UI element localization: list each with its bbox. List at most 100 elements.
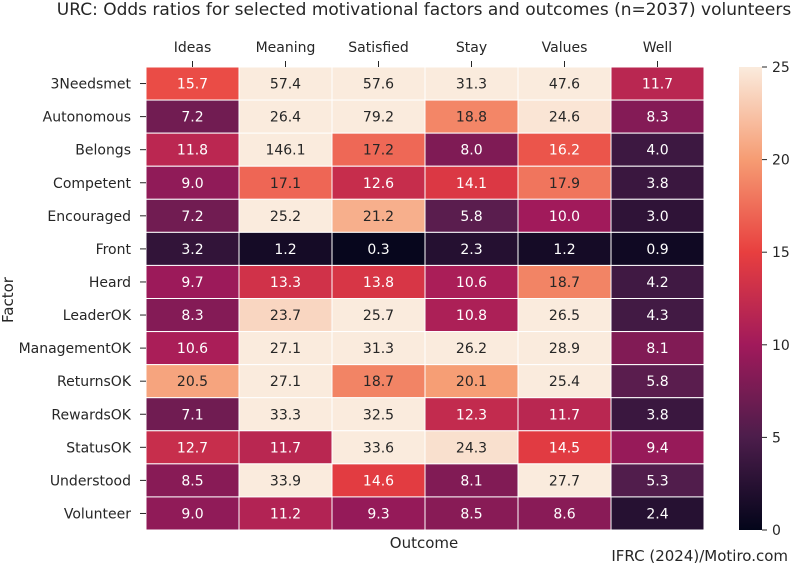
cell-value-label: 8.3: [181, 308, 203, 324]
column-label: Stay: [456, 40, 487, 56]
cell-value-label: 5.8: [646, 374, 668, 390]
row-label: ManagementOK: [19, 341, 132, 357]
cell-value-label: 28.9: [549, 341, 580, 357]
cell-value-label: 9.3: [367, 506, 389, 522]
colorbar-tick-label: 10: [772, 338, 790, 354]
cell-value-label: 14.6: [363, 473, 394, 489]
column-label: Ideas: [174, 40, 212, 56]
row-label: Understood: [50, 473, 131, 489]
cell-value-label: 17.2: [363, 143, 394, 159]
cell-value-label: 10.0: [549, 209, 580, 225]
heatmap-cell: [610, 298, 705, 333]
heatmap-cell: [238, 463, 333, 498]
heatmap-cell: [331, 298, 426, 333]
cell-value-label: 20.5: [177, 374, 208, 390]
cell-value-label: 0.9: [646, 242, 668, 258]
heatmap-cell: [424, 99, 519, 134]
cell-value-label: 33.3: [270, 407, 301, 423]
heatmap-cell: [238, 66, 333, 101]
heatmap-cell: [424, 132, 519, 167]
heatmap-cell: [424, 298, 519, 333]
cell-value-label: 5.3: [646, 473, 668, 489]
heatmap-cell: [517, 331, 612, 366]
row-label: Belongs: [75, 143, 131, 159]
cell-value-label: 4.3: [646, 308, 668, 324]
colorbar-tick-label: 25: [772, 60, 790, 76]
cell-value-label: 24.6: [549, 110, 580, 126]
cell-value-label: 14.1: [456, 176, 487, 192]
row-label: Front: [96, 242, 132, 258]
cell-value-label: 25.4: [549, 374, 580, 390]
heatmap-cell: [424, 397, 519, 432]
heatmap-cell: [424, 463, 519, 498]
cell-value-label: 57.4: [270, 77, 301, 93]
cell-value-label: 26.2: [456, 341, 487, 357]
cell-value-label: 8.1: [460, 473, 482, 489]
heatmap-cell: [331, 430, 426, 465]
row-label: ReturnsOK: [57, 374, 132, 390]
cell-value-label: 3.0: [646, 209, 668, 225]
cell-value-label: 8.3: [646, 110, 668, 126]
heatmap-cell: [424, 496, 519, 531]
cell-value-label: 13.3: [270, 275, 301, 291]
cell-value-label: 7.2: [181, 110, 203, 126]
cell-value-label: 9.0: [181, 176, 203, 192]
cell-value-label: 27.7: [549, 473, 580, 489]
cell-value-label: 24.3: [456, 440, 487, 456]
heatmap-cell: [424, 430, 519, 465]
cell-value-label: 8.1: [646, 341, 668, 357]
cell-value-label: 9.0: [181, 506, 203, 522]
heatmap-cell: [610, 198, 705, 233]
cell-value-label: 18.7: [549, 275, 580, 291]
heatmap-cell: [610, 132, 705, 167]
column-label: Satisfied: [348, 40, 408, 56]
heatmap-cell: [517, 132, 612, 167]
heatmap-cell: [331, 165, 426, 200]
row-label: Heard: [89, 275, 131, 291]
cell-value-label: 9.4: [646, 440, 668, 456]
heatmap-cell: [331, 496, 426, 531]
heatmap-cell: [610, 496, 705, 531]
cell-value-label: 3.2: [181, 242, 203, 258]
row-label: LeaderOK: [63, 308, 132, 324]
cell-value-label: 7.2: [181, 209, 203, 225]
cell-value-label: 15.7: [177, 77, 208, 93]
heatmap-cell: [145, 231, 240, 266]
row-label: Autonomous: [43, 110, 131, 126]
heatmap-cell: [145, 430, 240, 465]
cell-value-label: 10.8: [456, 308, 487, 324]
y-axis-label: Factor: [0, 276, 17, 323]
cell-value-label: 4.2: [646, 275, 668, 291]
heatmap-cells: 15.7 57.4 57.6 31.3 47.6 11.7 7.2 26.4 79.2 18.8 2…: [145, 66, 705, 531]
cell-value-label: 8.6: [553, 506, 575, 522]
cell-value-label: 2.4: [646, 506, 668, 522]
row-label: 3Needsmet: [50, 77, 131, 93]
cell-value-label: 27.1: [270, 374, 301, 390]
cell-value-label: 5.8: [460, 209, 482, 225]
row-label: Volunteer: [64, 506, 131, 522]
heatmap-cell: [145, 331, 240, 366]
column-labels: Ideas Meaning Satisfied Stay Values Well: [174, 40, 672, 67]
cell-value-label: 1.2: [553, 242, 575, 258]
cell-value-label: 26.4: [270, 110, 301, 126]
cell-value-label: 26.5: [549, 308, 580, 324]
heatmap-cell: [517, 165, 612, 200]
cell-value-label: 146.1: [265, 143, 305, 159]
heatmap-cell: [610, 430, 705, 465]
colorbar-tick-label: 5: [772, 430, 781, 446]
cell-value-label: 79.2: [363, 110, 394, 126]
heatmap-cell: [331, 264, 426, 299]
cell-value-label: 20.1: [456, 374, 487, 390]
cell-value-label: 8.5: [181, 473, 203, 489]
row-label: Encouraged: [47, 209, 131, 225]
heatmap-cell: [145, 298, 240, 333]
heatmap-cell: [238, 364, 333, 399]
cell-value-label: 11.2: [270, 506, 301, 522]
cell-value-label: 31.3: [363, 341, 394, 357]
row-label: Competent: [53, 176, 131, 192]
cell-value-label: 25.2: [270, 209, 301, 225]
cell-value-label: 12.3: [456, 407, 487, 423]
cell-value-label: 21.2: [363, 209, 394, 225]
cell-value-label: 16.2: [549, 143, 580, 159]
